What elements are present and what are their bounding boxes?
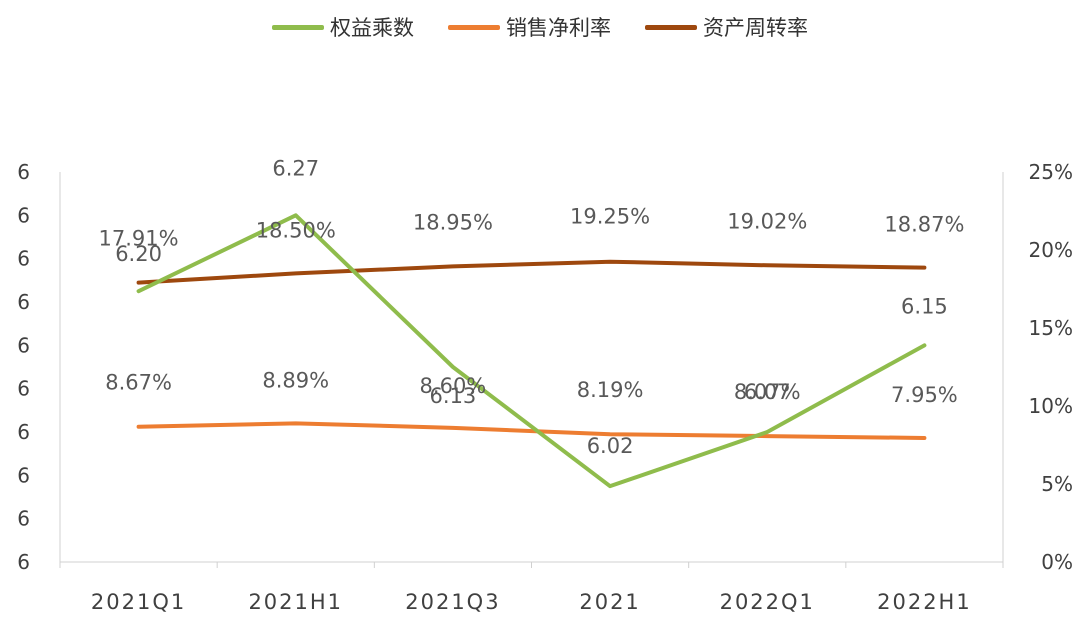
series-line: [136, 421, 927, 440]
left-axis-tick-label: 6: [17, 290, 30, 314]
data-label: 6.15: [901, 294, 948, 318]
legend-item-asset-turnover: 资产周转率: [645, 12, 808, 42]
right-axis-tick-label: 0%: [1041, 550, 1073, 574]
legend-item-equity-multiplier: 权益乘数: [272, 12, 414, 42]
data-label: 8.19%: [577, 378, 644, 402]
legend-label: 销售净利率: [506, 16, 611, 40]
legend: 权益乘数 销售净利率 资产周转率: [0, 12, 1080, 42]
data-label: 8.89%: [262, 368, 329, 392]
left-axis-tick-label: 6: [17, 160, 30, 184]
series-line: [136, 259, 927, 285]
data-label: 6.27: [272, 156, 319, 180]
legend-item-net-margin: 销售净利率: [448, 12, 611, 42]
series-line: [136, 213, 927, 489]
data-label: 17.91%: [99, 227, 179, 251]
x-axis-category-label: 2022H1: [877, 590, 972, 614]
left-axis-tick-label: 6: [17, 420, 30, 444]
data-label: 8.60%: [420, 374, 487, 398]
data-label: 18.87%: [884, 213, 964, 237]
x-axis-category-label: 2021: [579, 590, 640, 614]
data-label: 19.25%: [570, 205, 650, 229]
x-axis-category-label: 2021Q3: [405, 590, 500, 614]
left-axis-tick-label: 6: [17, 247, 30, 271]
legend-swatch-icon: [448, 24, 500, 30]
left-axis-tick-label: 6: [17, 333, 30, 357]
legend-swatch-icon: [272, 24, 324, 30]
legend-label: 资产周转率: [703, 16, 808, 40]
data-label: 8.67%: [105, 371, 172, 395]
legend-label: 权益乘数: [330, 16, 414, 40]
right-axis-tick-label: 5%: [1041, 472, 1073, 496]
data-label: 6.07: [744, 380, 791, 404]
left-axis-tick-label: 6: [17, 550, 30, 574]
left-axis-tick-label: 6: [17, 463, 30, 487]
data-label: 19.02%: [727, 209, 807, 233]
data-label: 18.50%: [256, 218, 336, 242]
data-label: 6.20: [115, 242, 162, 266]
data-label: 6.13: [430, 384, 477, 408]
left-axis-tick-label: 6: [17, 507, 30, 531]
data-label: 6.02: [587, 434, 634, 458]
right-axis-tick-label: 25%: [1029, 160, 1073, 184]
data-label: 7.95%: [891, 383, 958, 407]
data-label: 8.07%: [734, 380, 801, 404]
x-axis-category-label: 2021H1: [248, 590, 343, 614]
right-axis-tick-label: 15%: [1029, 316, 1073, 340]
x-axis-category-label: 2021Q1: [91, 590, 186, 614]
right-axis-tick-label: 20%: [1029, 238, 1073, 262]
left-axis-tick-label: 6: [17, 203, 30, 227]
right-axis-tick-label: 10%: [1029, 394, 1073, 418]
left-axis-tick-label: 6: [17, 377, 30, 401]
x-axis-category-label: 2022Q1: [720, 590, 815, 614]
data-label: 18.95%: [413, 210, 493, 234]
legend-swatch-icon: [645, 24, 697, 30]
